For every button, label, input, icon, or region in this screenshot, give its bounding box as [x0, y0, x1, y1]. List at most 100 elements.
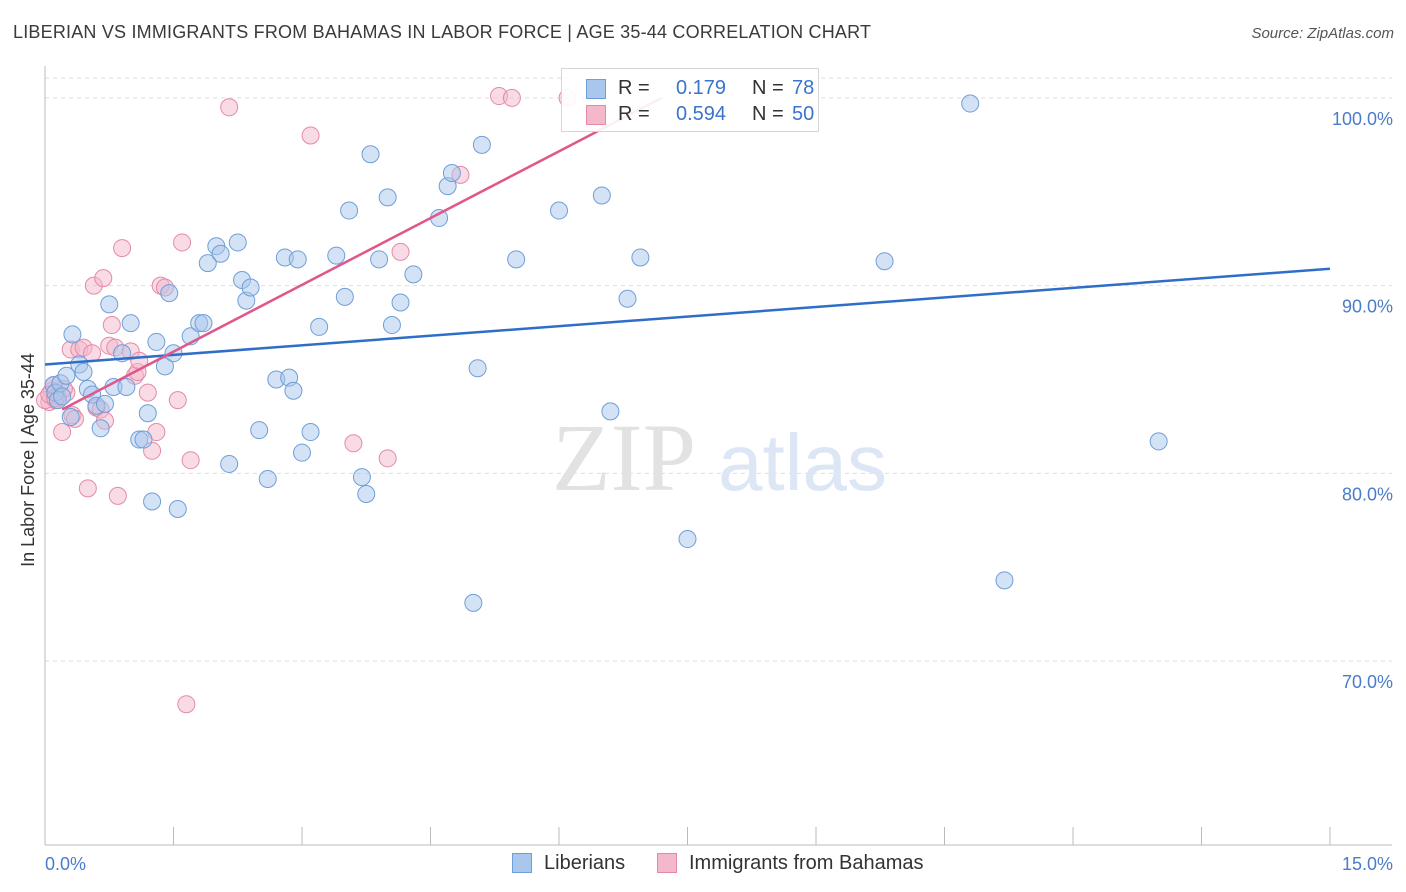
chart-title: LIBERIAN VS IMMIGRANTS FROM BAHAMAS IN L…: [13, 22, 872, 42]
data-point-liberians: [147, 332, 166, 351]
legend-swatch-bahamas: [586, 105, 606, 125]
data-point-liberians: [117, 377, 136, 396]
data-point-bahamas: [108, 486, 127, 505]
data-point-liberians: [1149, 432, 1168, 451]
y-tick-label: 90.0%: [1342, 297, 1393, 317]
data-point-liberians: [61, 408, 80, 427]
data-point-bahamas: [378, 449, 397, 468]
data-point-liberians: [464, 593, 483, 612]
data-point-bahamas: [391, 242, 410, 261]
data-point-liberians: [63, 325, 82, 344]
data-point-bahamas: [502, 88, 521, 107]
data-point-liberians: [155, 357, 174, 376]
data-point-liberians: [160, 284, 179, 303]
data-point-liberians: [220, 454, 239, 473]
data-point-liberians: [228, 233, 247, 252]
x-tick-labels: 0.0% 15.0%: [45, 854, 1393, 874]
axes: [44, 66, 1392, 846]
data-point-bahamas: [168, 391, 187, 410]
bottom-legend-swatch-liberians: [512, 853, 532, 873]
data-point-liberians: [194, 314, 213, 333]
data-point-bahamas: [220, 98, 239, 117]
data-point-bahamas: [53, 423, 72, 442]
data-point-liberians: [241, 278, 260, 297]
data-point-liberians: [168, 499, 187, 518]
y-tick-label: 80.0%: [1342, 484, 1393, 504]
data-point-liberians: [95, 394, 114, 413]
legend-r-label: R =: [618, 77, 650, 99]
series-liberians-points: [44, 94, 1168, 612]
data-point-liberians: [121, 314, 140, 333]
legend-n-value-bahamas: 50: [792, 103, 815, 125]
legend-n-label: N =: [752, 103, 784, 125]
watermark-atlas: atlas: [718, 418, 887, 507]
data-point-liberians: [404, 265, 423, 284]
data-point-liberians: [875, 252, 894, 271]
data-point-bahamas: [301, 126, 320, 145]
legend-r-value-bahamas: 0.594: [676, 103, 727, 125]
legend-r-value-liberians: 0.179: [676, 77, 727, 99]
data-point-liberians: [57, 366, 76, 385]
data-point-liberians: [250, 421, 269, 440]
data-point-bahamas: [78, 479, 97, 498]
y-tick-label: 70.0%: [1342, 672, 1393, 692]
legend-swatch-liberians: [586, 79, 606, 99]
data-point-liberians: [211, 244, 230, 263]
data-point-liberians: [134, 430, 153, 449]
data-point-liberians: [143, 492, 162, 511]
data-point-liberians: [678, 530, 697, 549]
data-point-bahamas: [113, 239, 132, 258]
bottom-legend-swatch-bahamas: [657, 853, 677, 873]
data-point-bahamas: [138, 383, 157, 402]
legend-n-value-liberians: 78: [792, 77, 815, 99]
data-point-liberians: [378, 188, 397, 207]
x-tick-label-min: 0.0%: [45, 854, 86, 874]
data-point-liberians: [100, 295, 119, 314]
data-point-liberians: [550, 201, 568, 220]
data-point-liberians: [961, 94, 980, 113]
y-tick-labels: 70.0% 80.0% 90.0% 100.0%: [1332, 109, 1393, 692]
data-point-liberians: [198, 254, 217, 273]
data-point-bahamas: [102, 316, 121, 335]
watermark-zip: ZIP: [552, 404, 696, 511]
data-point-liberians: [995, 571, 1014, 590]
data-point-liberians: [138, 404, 157, 423]
data-point-liberians: [361, 145, 380, 164]
bottom-legend-label-bahamas: Immigrants from Bahamas: [689, 852, 924, 874]
grid: [45, 77, 1392, 662]
trend-line-bahamas: [61, 96, 663, 411]
series-bahamas-points: [36, 87, 577, 714]
data-point-liberians: [258, 469, 277, 488]
data-point-liberians: [74, 362, 93, 381]
data-point-bahamas: [344, 434, 363, 453]
data-point-liberians: [507, 250, 526, 269]
data-point-liberians: [631, 248, 650, 267]
legend-n-label: N =: [752, 77, 784, 99]
bottom-legend-label-liberians: Liberians: [544, 852, 626, 874]
data-point-liberians: [352, 468, 371, 487]
data-point-bahamas: [173, 233, 192, 252]
data-point-liberians: [468, 359, 487, 378]
data-point-liberians: [293, 443, 311, 462]
data-point-bahamas: [94, 269, 113, 288]
y-tick-label: 100.0%: [1332, 109, 1393, 129]
y-axis-label: In Labor Force | Age 35-44: [18, 353, 38, 567]
data-point-liberians: [382, 316, 401, 335]
data-point-liberians: [472, 135, 491, 154]
data-point-bahamas: [177, 695, 196, 714]
source-label: Source: ZipAtlas.com: [1251, 25, 1394, 42]
data-point-liberians: [327, 246, 346, 265]
correlation-legend: R = 0.179 N = 78 R = 0.594 N = 50: [561, 68, 819, 132]
watermark: ZIP atlas: [552, 404, 887, 511]
data-point-liberians: [592, 186, 611, 205]
data-point-liberians: [284, 381, 303, 400]
trend-lines: [44, 96, 1331, 411]
data-point-bahamas: [181, 451, 200, 470]
data-point-liberians: [335, 287, 354, 306]
data-point-liberians: [618, 289, 637, 308]
data-point-liberians: [442, 163, 461, 182]
data-point-liberians: [301, 423, 320, 442]
legend-r-label: R =: [618, 103, 650, 125]
data-point-liberians: [288, 250, 307, 269]
